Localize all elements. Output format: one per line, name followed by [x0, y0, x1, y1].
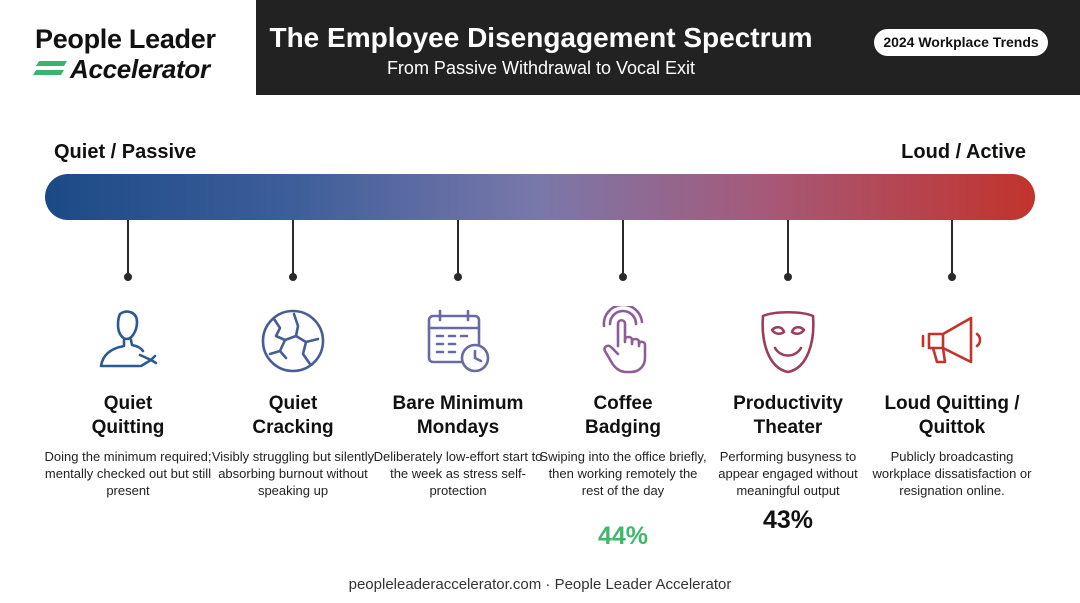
connector-line — [292, 220, 294, 275]
connector-dot — [289, 273, 297, 281]
item-title: Quiet Cracking — [252, 393, 334, 438]
calendar-clock-icon — [427, 309, 490, 373]
item-title: Productivity Theater — [733, 393, 843, 438]
pointing-hand-icon — [602, 306, 647, 374]
speed-lines-icon — [33, 61, 67, 75]
spectrum-item-bare-minimum-mondays: Bare Minimum Mondays Deliberately low-ef… — [373, 220, 543, 560]
brand-name-line1: People Leader — [35, 24, 216, 54]
item-description: Doing the minimum required; mentally che… — [44, 449, 212, 498]
item-title: Loud Quitting / Quittok — [884, 393, 1020, 438]
person-leaving-icon — [99, 310, 158, 368]
spectrum-left-label: Quiet / Passive — [54, 141, 197, 163]
header-banner: The Employee Disengagement Spectrum From… — [256, 0, 1080, 95]
item-title: Bare Minimum Mondays — [392, 393, 524, 438]
item-description: Performing busyness to appear engaged wi… — [718, 449, 858, 498]
spectrum-item-productivity-theater: Productivity Theater Performing busyness… — [703, 220, 873, 560]
connector-line — [127, 220, 129, 275]
spectrum-item-quiet-cracking: Quiet Cracking Visibly struggling but si… — [208, 220, 378, 560]
page-subtitle: From Passive Withdrawal to Vocal Exit — [386, 58, 696, 78]
megaphone-icon — [921, 316, 982, 364]
spectrum-bar — [45, 174, 1035, 220]
statistic-value: 44% — [597, 522, 649, 550]
footer-credit: peopleleaderaccelerator.com · People Lea… — [348, 576, 732, 593]
spectrum-item-quiet-quitting: Quiet Quitting Doing the minimum require… — [43, 220, 213, 560]
connector-dot — [784, 273, 792, 281]
statistic-value: 43% — [762, 506, 814, 534]
item-description: Deliberately low-effort start to the wee… — [373, 449, 543, 498]
connector-dot — [619, 273, 627, 281]
connector-dot — [948, 273, 956, 281]
theater-mask-icon — [761, 310, 815, 374]
spectrum-right-label: Loud / Active — [901, 141, 1026, 163]
connector-line — [951, 220, 953, 275]
brand-name-line2: Accelerator — [70, 54, 210, 84]
cracked-circle-icon — [261, 309, 325, 373]
spectrum-item-loud-quitting: Loud Quitting / Quittok Publicly broadca… — [867, 220, 1037, 560]
connector-dot — [124, 273, 132, 281]
connector-line — [787, 220, 789, 275]
connector-line — [622, 220, 624, 275]
item-title: Quiet Quitting — [91, 393, 165, 438]
page-title: The Employee Disengagement Spectrum — [269, 22, 813, 53]
connector-dot — [454, 273, 462, 281]
brand-logo: People Leader Accelerator — [0, 0, 256, 95]
item-description: Visibly struggling but silently absorbin… — [211, 449, 375, 498]
connector-line — [457, 220, 459, 275]
item-description: Publicly broadcasting workplace dissatis… — [872, 449, 1032, 498]
item-description: Swiping into the office briefly, then wo… — [539, 449, 707, 498]
spectrum-item-coffee-badging: Coffee Badging Swiping into the office b… — [538, 220, 708, 560]
trend-badge: 2024 Workplace Trends — [874, 29, 1048, 56]
item-title: Coffee Badging — [585, 393, 661, 438]
